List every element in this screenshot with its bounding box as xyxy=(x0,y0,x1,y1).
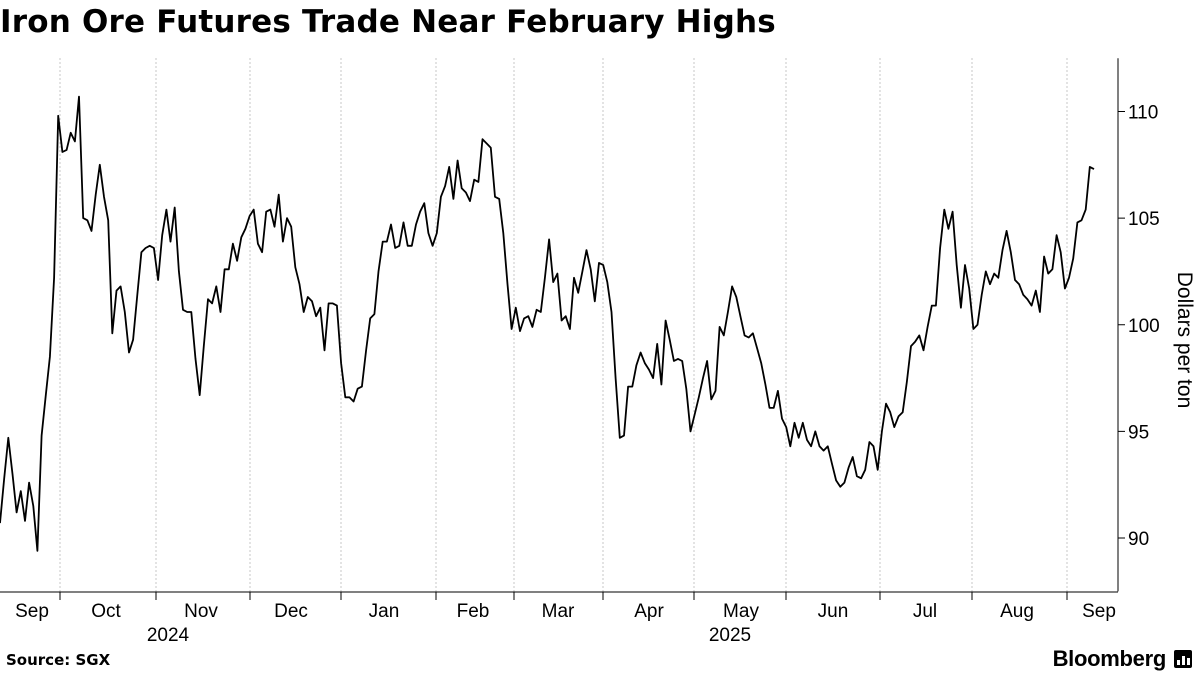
x-tick-label-2: Nov xyxy=(184,601,218,622)
source-note: Source: SGX xyxy=(6,651,111,669)
x-tick-label-11: Aug xyxy=(1000,601,1034,622)
series-line xyxy=(0,95,1095,552)
x-axis-month-labels: Sep Oct Nov Dec Jan Feb Mar Apr May Jun Jul Aug Sep xyxy=(15,601,1116,622)
x-tick-label-9: Jun xyxy=(818,601,849,622)
x-year-label-2025: 2025 xyxy=(709,625,751,646)
x-axis-year-labels: 2024 2025 xyxy=(147,625,751,646)
x-axis xyxy=(0,591,1118,600)
y-tick-label-110: 110 xyxy=(1128,103,1158,124)
x-tick-label-4: Jan xyxy=(369,601,400,622)
y-axis: 90 95 100 105 110 xyxy=(1117,58,1160,592)
x-tick-label-1: Oct xyxy=(91,601,121,622)
x-tick-label-7: Apr xyxy=(634,601,664,622)
x-tick-label-0: Sep xyxy=(15,601,49,622)
x-tick-label-3: Dec xyxy=(274,601,308,622)
y-tick-label-90: 90 xyxy=(1128,529,1149,550)
y-tick-label-100: 100 xyxy=(1128,316,1160,337)
series-group xyxy=(0,95,1095,552)
chart-title: Iron Ore Futures Trade Near February Hig… xyxy=(0,4,776,40)
x-tick-label-6: Mar xyxy=(542,601,575,622)
brand-wordmark: Bloomberg xyxy=(1052,646,1167,671)
x-tick-label-8: May xyxy=(723,601,759,622)
y-axis-title: Dollars per ton xyxy=(1173,272,1196,409)
x-tick-label-5: Feb xyxy=(457,601,490,622)
x-year-label-2024: 2024 xyxy=(147,625,190,646)
x-tick-label-10: Jul xyxy=(913,601,937,622)
month-grid-lines xyxy=(59,58,1068,592)
y-tick-label-105: 105 xyxy=(1128,209,1160,230)
bloomberg-terminal-icon xyxy=(1174,650,1192,668)
y-tick-label-95: 95 xyxy=(1128,422,1149,443)
x-tick-label-12: Sep xyxy=(1082,601,1116,622)
